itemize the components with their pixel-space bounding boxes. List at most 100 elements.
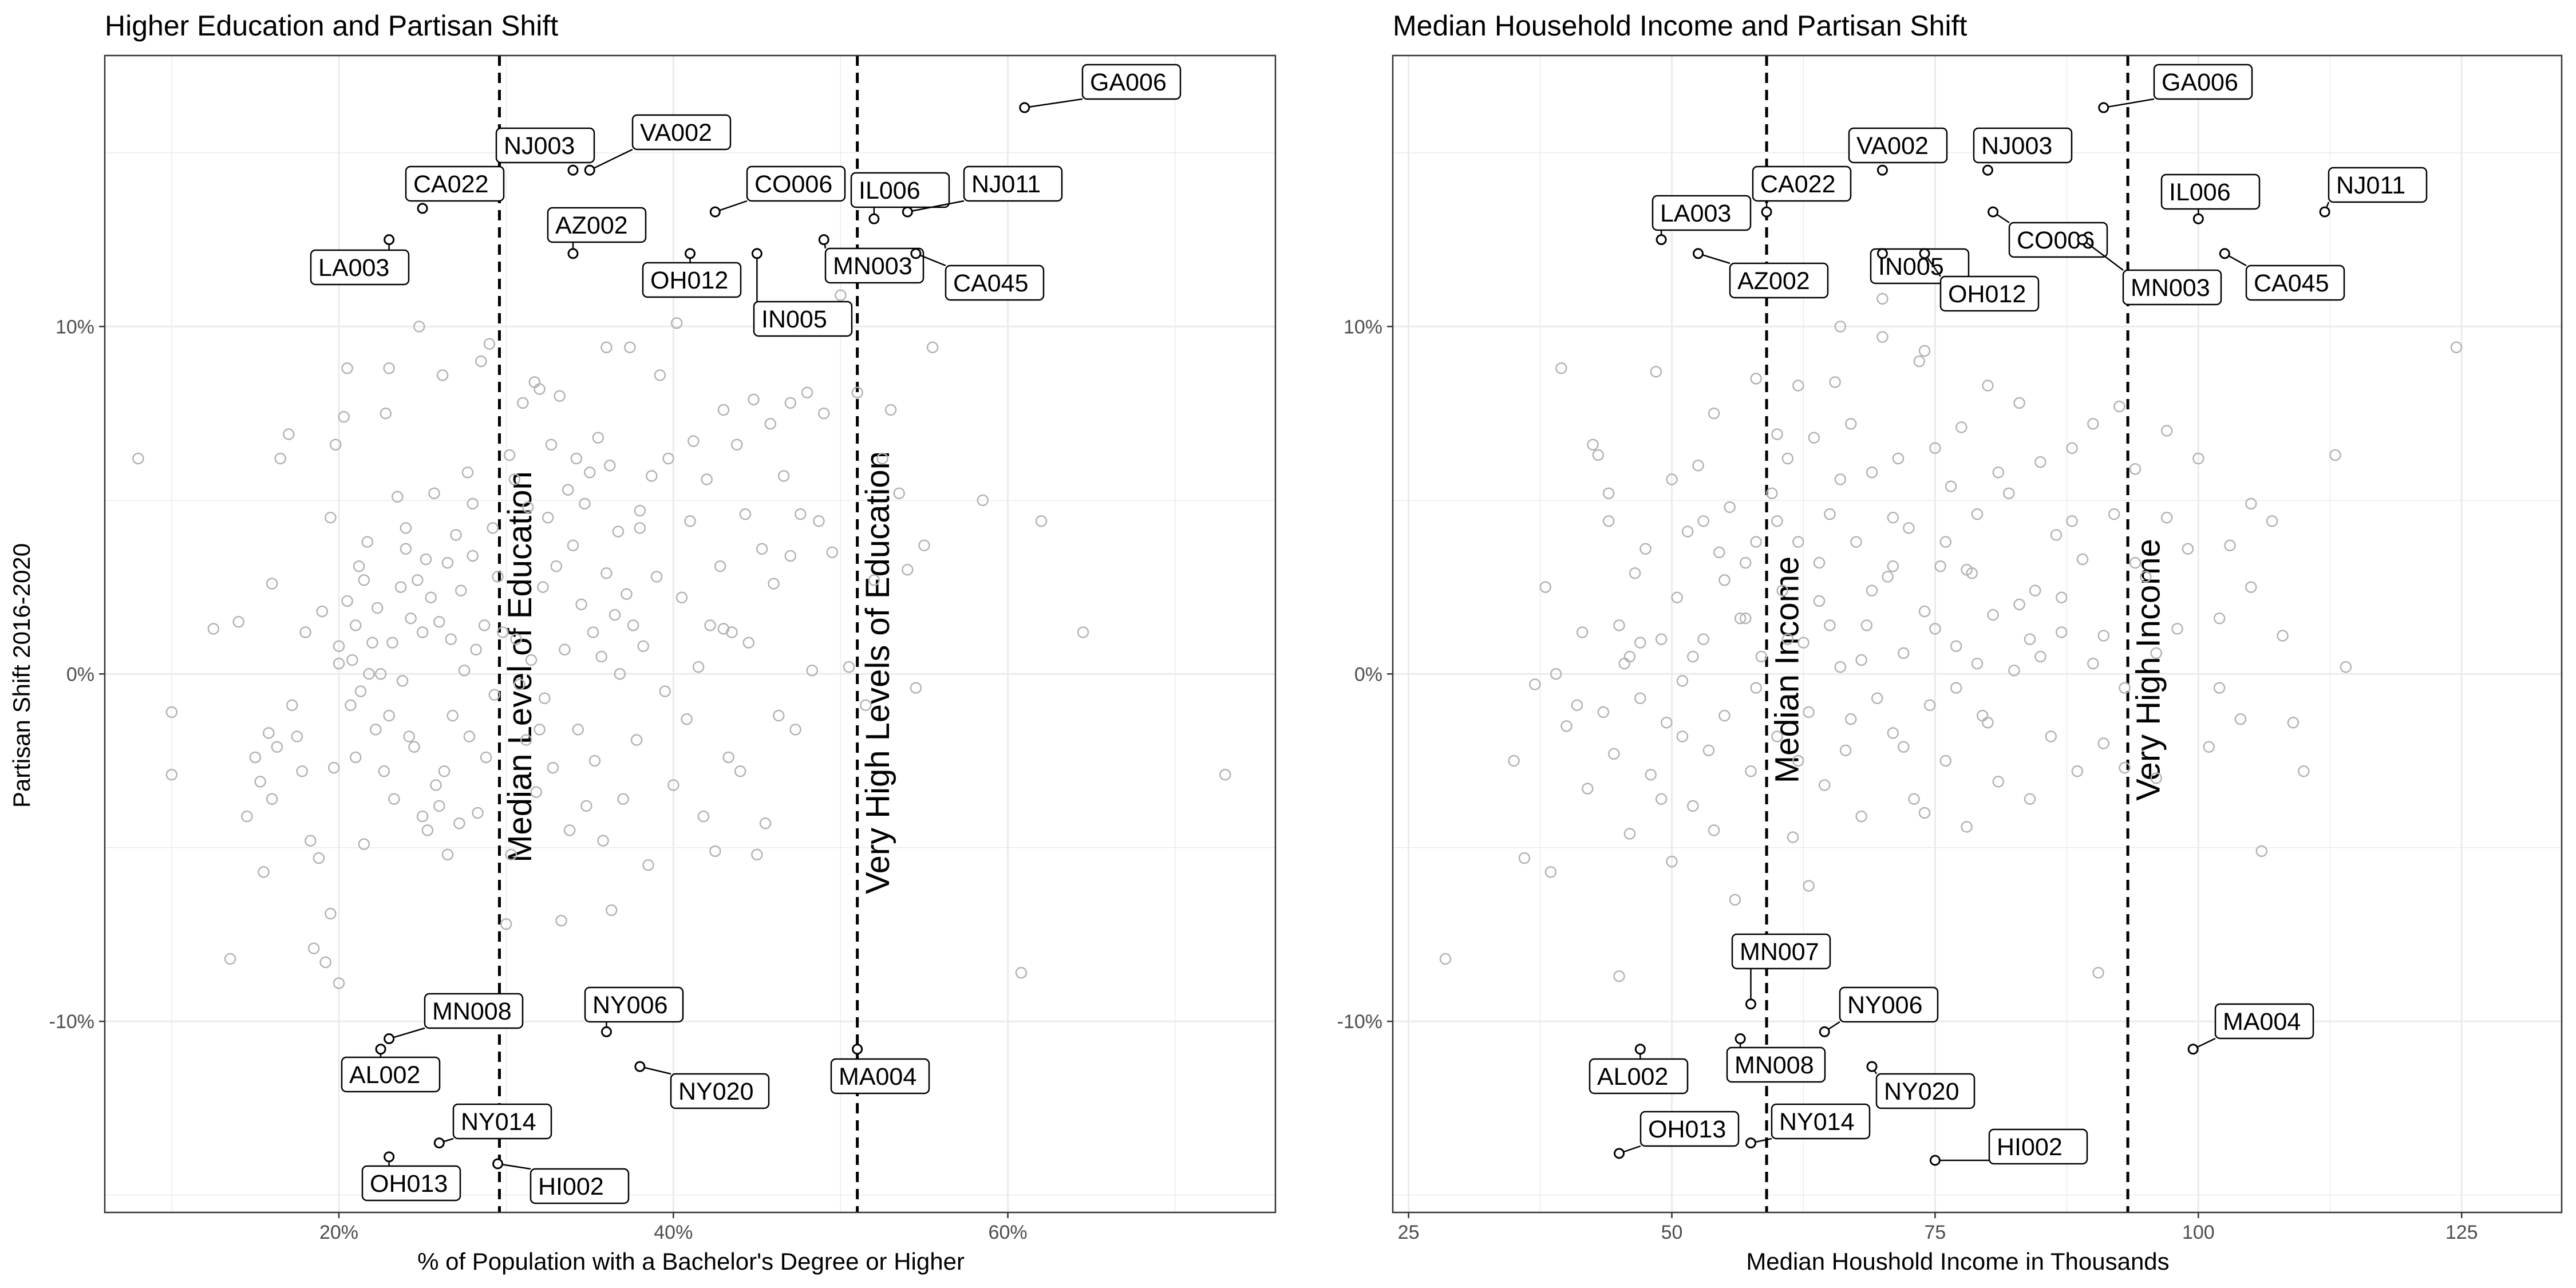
labeled-point-va002: VA002 (584, 114, 732, 176)
background-point (2140, 571, 2152, 583)
point-label: MN008 (1735, 1052, 1814, 1079)
background-point (2171, 623, 2183, 635)
background-point (1982, 380, 1994, 392)
point-label-box (945, 264, 1045, 301)
background-point (329, 438, 342, 451)
background-point (734, 765, 746, 777)
point-label-box (963, 165, 1063, 202)
point-leader-line (907, 200, 965, 213)
point-label-box (1081, 64, 1182, 100)
background-point (1792, 380, 1804, 392)
background-point (1681, 526, 1694, 538)
background-point (1992, 776, 2005, 788)
background-point (2224, 539, 2236, 551)
highlighted-point (567, 248, 579, 259)
background-point (1645, 769, 1657, 781)
background-point (1602, 487, 1615, 499)
background-point (1982, 717, 1994, 729)
labeled-point-oh013: OH013 (1614, 1111, 1740, 1159)
background-point (319, 956, 331, 969)
background-point (530, 786, 542, 798)
background-point (759, 817, 772, 829)
background-point (2213, 612, 2226, 625)
background-point (617, 793, 629, 805)
labeled-point-az002: AZ002 (1692, 248, 1829, 299)
background-point (851, 386, 863, 398)
background-point (714, 560, 726, 572)
point-label-box (341, 1056, 441, 1093)
background-point (534, 724, 546, 736)
background-point (1923, 699, 1936, 712)
labeled-point-ny006: NY006 (584, 986, 684, 1037)
background-point (704, 619, 716, 631)
background-point (1219, 769, 1231, 781)
labeled-point-ny020: NY020 (634, 1061, 770, 1109)
background-point (416, 626, 429, 638)
background-point (1771, 730, 1783, 742)
point-label-box (1589, 1058, 1689, 1095)
background-point (559, 643, 571, 656)
background-point (2002, 487, 2015, 499)
background-point (266, 793, 278, 805)
point-label-box (1939, 275, 2040, 312)
income-panel-border (1392, 54, 2563, 1214)
background-point (731, 438, 743, 451)
income-background-points (1439, 293, 2463, 982)
background-point (1903, 522, 1915, 534)
highlighted-point (1819, 1026, 1830, 1037)
background-point (1766, 487, 1778, 499)
background-point (600, 567, 613, 579)
background-point (801, 386, 813, 398)
labeled-point-ca045: CA045 (2219, 248, 2345, 301)
background-point (614, 668, 626, 680)
background-point (1750, 536, 1762, 548)
highlighted-point (1919, 248, 1930, 259)
reference-line-label: Median Income (1768, 556, 1805, 784)
point-label: IL006 (2169, 179, 2231, 206)
background-point (207, 623, 220, 635)
point-label: AZ002 (1737, 267, 1810, 295)
point-label: AL002 (1597, 1063, 1668, 1091)
background-point (555, 914, 567, 927)
point-label: HI002 (1997, 1133, 2063, 1161)
background-point (503, 449, 516, 461)
background-point (583, 467, 596, 479)
background-point (2129, 556, 2142, 569)
background-point (341, 362, 353, 374)
background-point (413, 321, 425, 333)
background-point (325, 511, 337, 524)
labeled-point-nj011: NJ011 (2319, 167, 2428, 218)
labeled-point-va002: VA002 (1848, 127, 1948, 176)
labeled-point-oh013: OH013 (361, 1151, 461, 1202)
background-point (1582, 783, 1594, 795)
labeled-point-mn008: MN008 (1726, 1033, 1826, 1083)
background-point (224, 953, 236, 965)
background-point (1918, 807, 1931, 819)
background-point (789, 724, 801, 736)
background-point (463, 730, 476, 742)
point-label-box (452, 1103, 552, 1140)
background-point (1634, 692, 1646, 705)
background-point (681, 713, 693, 725)
background-point (394, 581, 407, 593)
background-point (1908, 793, 1920, 805)
background-point (254, 776, 266, 788)
point-leader-line (1024, 98, 1083, 109)
background-point (274, 452, 286, 465)
background-point (497, 626, 509, 638)
background-point (600, 341, 613, 354)
background-point (1992, 467, 2005, 479)
income-panel: Median Household Income and Partisan Shi… (1337, 10, 2563, 1275)
background-point (433, 616, 445, 628)
highlighted-point (1876, 248, 1888, 259)
point-label: NY006 (1847, 991, 1922, 1019)
labeled-point-il006: IL006 (850, 172, 950, 224)
background-point (1555, 362, 1567, 374)
background-point (358, 838, 370, 850)
point-leader-line (497, 1163, 531, 1170)
point-label: OH012 (650, 267, 728, 294)
point-label: NY006 (592, 991, 667, 1019)
income-reference-lines: Median Income Very High Income (1765, 56, 2167, 1212)
background-point (370, 724, 382, 736)
highlighted-point (2192, 213, 2204, 224)
